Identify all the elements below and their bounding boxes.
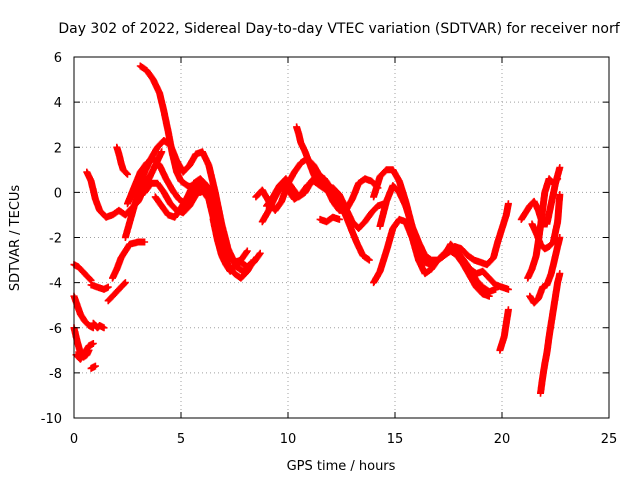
series-s22 [316,213,343,226]
plus-markers [72,340,97,363]
plus-markers [89,319,108,332]
x-tick-label: 15 [387,432,404,447]
series-s8 [87,281,112,293]
y-tick-label: -6 [49,322,62,337]
plus-markers [526,234,564,307]
plus-markers [496,306,512,354]
x-tick-label: 10 [280,432,297,447]
grid-lines [74,57,609,418]
y-tick-label: 2 [54,141,62,156]
y-axis-title: SDTVAR / TECUs [8,185,23,292]
x-tick-labels: 0 5 10 15 20 25 [70,432,617,447]
series-s26 [445,200,512,269]
plus-markers [151,175,217,221]
axis-ticks [73,56,610,419]
x-tick-label: 25 [601,432,618,447]
y-tick-label: -4 [49,277,62,292]
series-s16 [151,175,217,221]
x-tick-label: 20 [494,432,511,447]
series-s31 [526,234,564,307]
plus-markers [113,143,131,178]
y-tick-label: -10 [41,412,62,427]
series-s30 [528,191,564,253]
series-s21 [293,123,322,187]
x-tick-label: 5 [177,432,185,447]
series-s6 [87,362,99,372]
y-tick-label: 6 [54,51,62,66]
x-tick-label: 0 [70,432,78,447]
plus-markers [87,281,112,293]
plus-markers [537,270,564,397]
series-s9 [104,279,129,305]
series-s10 [109,238,149,282]
plus-markers [104,279,129,305]
series-s4 [72,340,97,363]
series-s5 [89,319,108,332]
series-s27 [496,306,512,354]
y-tick-label: -8 [49,367,62,382]
series-s11 [113,143,131,178]
y-tick-labels: -10 -8 -6 -4 -2 0 2 4 6 [41,51,62,427]
plus-markers [109,238,149,282]
plus-markers [293,123,322,187]
data-points [70,62,564,397]
plus-markers [316,213,343,226]
plus-markers [87,362,99,372]
plus-markers [209,215,264,275]
plus-markers [376,182,512,293]
y-tick-label: 0 [54,186,62,201]
x-axis-title: GPS time / hours [287,459,396,474]
series-s32 [537,270,564,397]
plus-markers [528,191,564,253]
y-tick-label: 4 [54,96,62,111]
series-s25 [376,182,512,293]
series-s17 [209,215,264,275]
plus-markers [445,200,512,269]
chart-title: Day 302 of 2022, Sidereal Day-to-day VTE… [58,21,620,37]
y-tick-label: -2 [49,232,62,247]
